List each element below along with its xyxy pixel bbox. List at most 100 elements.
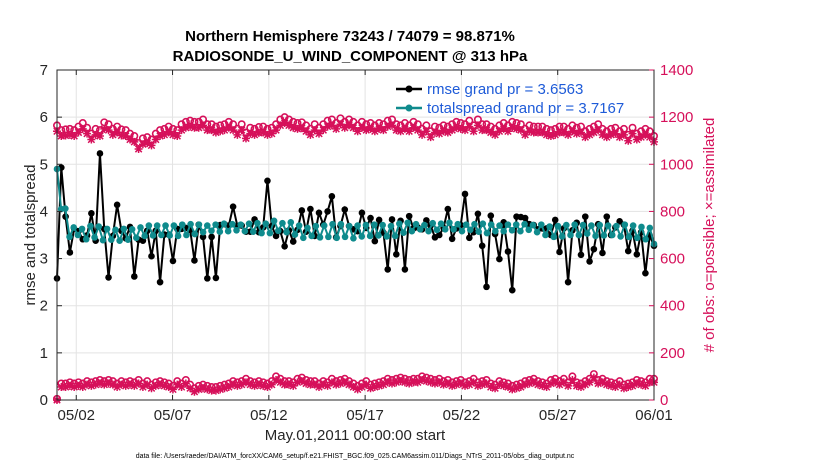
assimilated-marker (117, 131, 126, 140)
assimilated_low-point (259, 381, 268, 390)
assimilated-marker (413, 126, 422, 135)
totalspread-point (387, 222, 395, 230)
assimilated-marker (151, 135, 160, 144)
assimilated_low-point (499, 381, 508, 390)
assimilated_low-point (70, 383, 79, 392)
assimilated_low-marker (478, 380, 487, 389)
assimilated-point (78, 124, 87, 133)
assimilated_low-point (624, 383, 633, 392)
assimilated_low-marker (413, 378, 422, 387)
rmse-point (375, 216, 383, 224)
totalspread-point (617, 233, 624, 240)
totalspread-point (287, 218, 295, 226)
y-left-tick-label: 6 (40, 109, 48, 126)
assimilated_low-marker (147, 384, 156, 393)
assimilated_low-point (267, 380, 276, 389)
rmse-point (272, 232, 280, 240)
assimilated_low-marker (91, 380, 100, 389)
totalspread-point (350, 235, 357, 242)
assimilated_low-point (491, 384, 500, 393)
assimilated-point (486, 128, 495, 137)
totalspread-point (634, 234, 641, 242)
assimilated_low-point (117, 380, 126, 389)
assimilated-marker (439, 127, 448, 136)
assimilated-marker (602, 133, 611, 142)
assimilated_low-marker (615, 380, 624, 389)
rmse-point (577, 251, 585, 259)
totalspread-point (496, 222, 503, 229)
assimilated-marker (461, 126, 470, 135)
assimilated-point (156, 132, 165, 140)
assimilated_low-marker (632, 379, 641, 388)
assimilated-marker (314, 129, 323, 138)
rmse-point (556, 248, 563, 256)
assimilated-point (254, 128, 263, 137)
assimilated-marker (134, 144, 143, 153)
assimilated-marker (409, 123, 418, 132)
totalspread-point (183, 231, 190, 239)
rmse-point (204, 275, 211, 282)
assimilated-marker (229, 126, 238, 135)
assimilated-marker (267, 129, 276, 138)
assimilated_low-point (280, 380, 289, 389)
totalspread-point (366, 232, 374, 240)
assimilated_low-marker (602, 380, 611, 389)
totalspread-point (279, 219, 286, 227)
assimilated_low-marker (83, 380, 92, 389)
totalspread-point (579, 221, 587, 229)
assimilated-marker (443, 128, 452, 137)
assimilated_low-marker (143, 380, 152, 389)
assimilated_low-marker (211, 386, 220, 395)
rmse-point (564, 278, 572, 286)
totalspread-point (479, 220, 487, 227)
x-tick-label: 05/27 (539, 407, 577, 424)
assimilated-point (65, 130, 74, 139)
totalspread-point (421, 221, 428, 229)
assimilated_low-marker (345, 380, 354, 389)
assimilated_low-marker (87, 381, 96, 390)
assimilated_low-point (589, 373, 598, 382)
totalspread-point (500, 227, 508, 235)
totalspread-point (629, 222, 637, 229)
totalspread-point (446, 219, 453, 227)
totalspread-point (554, 222, 562, 230)
assimilated-marker (241, 134, 250, 143)
assimilated_low-point (370, 383, 379, 392)
assimilated_low-point (340, 378, 349, 387)
assimilated-point (576, 128, 585, 137)
totalspread-point (429, 219, 437, 227)
assimilated_low-point (314, 383, 323, 392)
assimilated_low-point (439, 380, 448, 389)
assimilated-marker (375, 124, 384, 133)
assimilated-point (529, 128, 538, 137)
totalspread-point (542, 231, 549, 239)
rmse-point (504, 248, 512, 255)
assimilated_low-marker (241, 378, 250, 387)
assimilated_low-point (555, 380, 564, 389)
assimilated_low-marker (302, 379, 311, 388)
assimilated-point (645, 133, 654, 142)
rmse-point (590, 245, 598, 253)
assimilated-marker (598, 130, 607, 139)
assimilated-marker (259, 128, 268, 137)
assimilated_low-marker (400, 378, 409, 387)
y-left-tick-label: 0 (40, 392, 48, 409)
rmse-point (156, 278, 164, 286)
rmse-point (169, 257, 177, 265)
assimilated_low-marker (263, 383, 272, 392)
assimilated_low-marker (74, 381, 83, 390)
assimilated-point (572, 129, 581, 138)
rmse-point (199, 233, 207, 241)
totalspread-point (153, 222, 161, 229)
assimilated_low-point (349, 383, 358, 392)
rmse-point (88, 210, 95, 217)
assimilated_low-marker (233, 381, 242, 390)
legend-text-rmse: rmse grand pr = 3.6563 (427, 81, 583, 98)
assimilated-marker (160, 130, 169, 139)
assimilated-point (392, 126, 401, 135)
assimilated_low-point (619, 384, 628, 393)
assimilated-marker (465, 122, 474, 131)
assimilated_low-point (194, 385, 203, 394)
assimilated-marker (164, 128, 173, 137)
rmse-point (208, 233, 215, 241)
